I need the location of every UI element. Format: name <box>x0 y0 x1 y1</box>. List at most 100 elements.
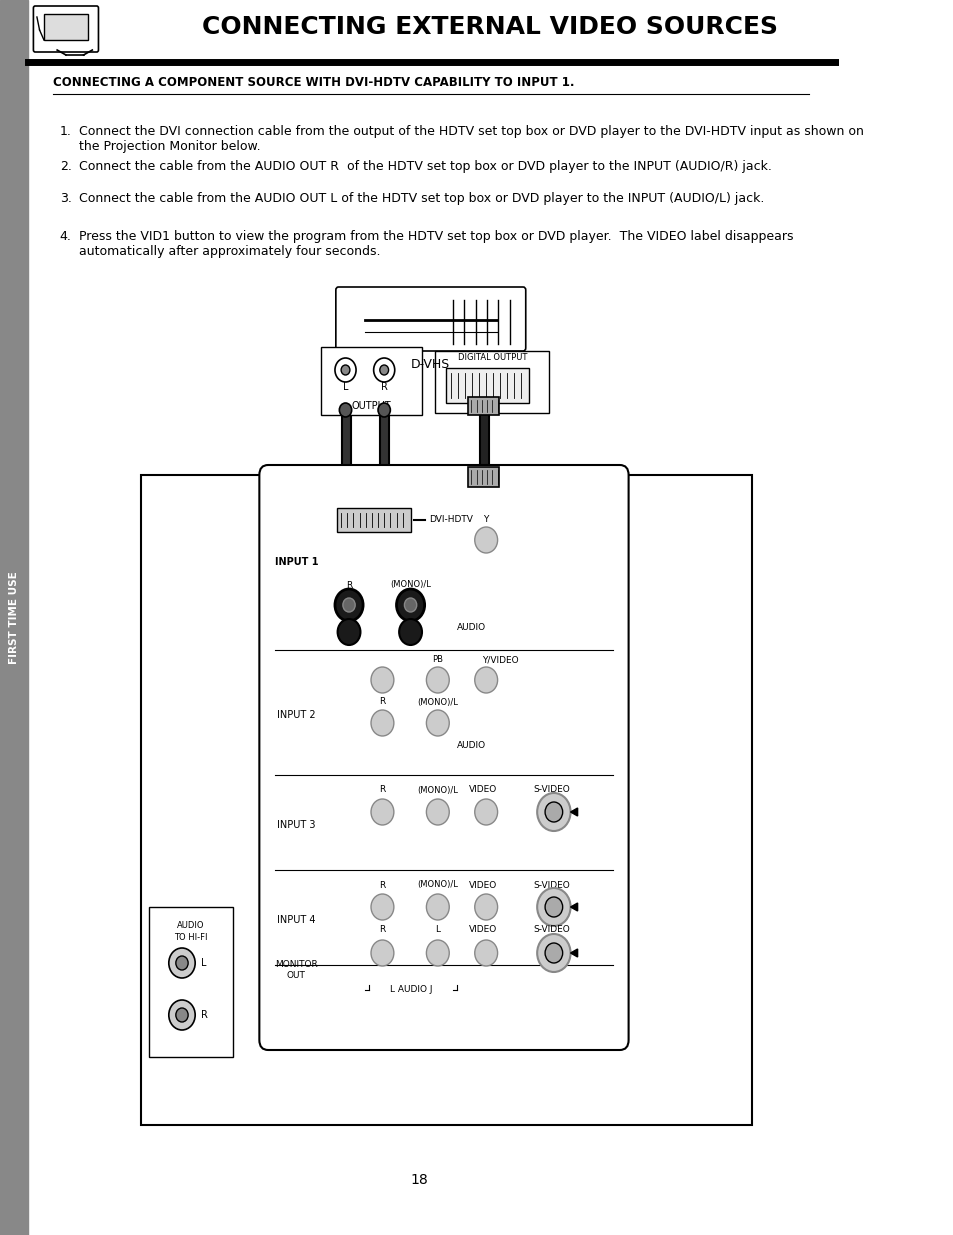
FancyBboxPatch shape <box>259 466 628 1050</box>
Text: 2.: 2. <box>60 161 71 173</box>
Text: L AUDIO J: L AUDIO J <box>390 986 433 994</box>
Bar <box>44 14 88 40</box>
Text: R: R <box>379 881 385 889</box>
Circle shape <box>426 710 449 736</box>
Circle shape <box>537 934 570 972</box>
Text: (MONO)/L: (MONO)/L <box>417 785 457 794</box>
Circle shape <box>475 940 497 966</box>
Text: TO HI-FI: TO HI-FI <box>173 932 208 941</box>
Circle shape <box>342 598 355 613</box>
Circle shape <box>544 944 562 963</box>
Text: R: R <box>379 785 385 794</box>
Circle shape <box>544 897 562 918</box>
Text: INPUT 1: INPUT 1 <box>274 557 317 567</box>
Text: INPUT 2: INPUT 2 <box>276 710 315 720</box>
Text: FIRST TIME USE: FIRST TIME USE <box>10 572 19 664</box>
Bar <box>150 906 233 1057</box>
Circle shape <box>475 799 497 825</box>
FancyBboxPatch shape <box>335 287 525 351</box>
Text: L: L <box>342 382 348 391</box>
Text: R: R <box>200 1010 207 1020</box>
Circle shape <box>374 358 395 382</box>
Text: 4.: 4. <box>60 230 71 243</box>
Text: VIDEO: VIDEO <box>469 925 497 935</box>
Circle shape <box>175 956 188 969</box>
Circle shape <box>377 403 390 417</box>
Bar <box>435 351 549 412</box>
Text: DVI-HDTV: DVI-HDTV <box>429 515 473 525</box>
Circle shape <box>175 1008 188 1023</box>
Text: AUDIO: AUDIO <box>456 741 486 750</box>
Text: R: R <box>379 698 385 706</box>
Text: AUDIO: AUDIO <box>177 920 204 930</box>
Text: (MONO)/L: (MONO)/L <box>417 698 457 706</box>
Circle shape <box>371 894 394 920</box>
Bar <box>445 368 529 403</box>
Polygon shape <box>570 808 577 816</box>
Text: INPUT 4: INPUT 4 <box>276 915 315 925</box>
Bar <box>140 475 751 1125</box>
Circle shape <box>169 1000 195 1030</box>
Circle shape <box>341 366 350 375</box>
Circle shape <box>169 948 195 978</box>
Text: Press the VID1 button to view the program from the HDTV set top box or DVD playe: Press the VID1 button to view the progra… <box>79 230 793 258</box>
Text: 1.: 1. <box>60 125 71 138</box>
Bar <box>467 467 498 487</box>
Circle shape <box>335 589 363 621</box>
Circle shape <box>537 793 570 831</box>
FancyBboxPatch shape <box>33 6 98 52</box>
Circle shape <box>426 667 449 693</box>
Bar <box>320 347 421 415</box>
Text: VIDEO: VIDEO <box>469 785 497 794</box>
Text: MONITOR
OUT: MONITOR OUT <box>274 961 317 979</box>
Circle shape <box>475 894 497 920</box>
Circle shape <box>426 799 449 825</box>
Text: (MONO)/L: (MONO)/L <box>417 881 457 889</box>
Circle shape <box>544 802 562 823</box>
Circle shape <box>426 894 449 920</box>
Text: Y/VIDEO: Y/VIDEO <box>481 656 517 664</box>
Text: D-VHS: D-VHS <box>411 358 450 370</box>
Text: S-VIDEO: S-VIDEO <box>533 925 570 935</box>
Text: DIGITAL OUTPUT: DIGITAL OUTPUT <box>457 352 526 362</box>
Text: OUTPUT: OUTPUT <box>351 401 391 411</box>
Circle shape <box>537 888 570 926</box>
Text: INPUT 3: INPUT 3 <box>276 820 315 830</box>
Circle shape <box>404 598 416 613</box>
Text: Y: Y <box>483 515 488 525</box>
Bar <box>467 396 498 415</box>
Text: R: R <box>379 925 385 935</box>
Circle shape <box>475 667 497 693</box>
Circle shape <box>371 940 394 966</box>
Text: CONNECTING A COMPONENT SOURCE WITH DVI-HDTV CAPABILITY TO INPUT 1.: CONNECTING A COMPONENT SOURCE WITH DVI-H… <box>52 75 574 89</box>
Text: Connect the cable from the AUDIO OUT L of the HDTV set top box or DVD player to : Connect the cable from the AUDIO OUT L o… <box>79 191 763 205</box>
Text: VIDEO: VIDEO <box>469 881 497 889</box>
Text: R: R <box>380 382 387 391</box>
Text: S-VIDEO: S-VIDEO <box>533 881 570 889</box>
Polygon shape <box>570 903 577 911</box>
Polygon shape <box>570 948 577 957</box>
Circle shape <box>335 358 355 382</box>
Text: PB: PB <box>432 656 443 664</box>
Circle shape <box>426 940 449 966</box>
Text: Connect the DVI connection cable from the output of the HDTV set top box or DVD : Connect the DVI connection cable from th… <box>79 125 863 153</box>
Text: 3.: 3. <box>60 191 71 205</box>
Text: CONNECTING EXTERNAL VIDEO SOURCES: CONNECTING EXTERNAL VIDEO SOURCES <box>201 15 777 40</box>
Circle shape <box>371 799 394 825</box>
Text: R: R <box>346 580 352 589</box>
Circle shape <box>371 667 394 693</box>
Circle shape <box>398 619 421 645</box>
Text: L: L <box>435 925 440 935</box>
Circle shape <box>337 619 360 645</box>
Circle shape <box>475 527 497 553</box>
Circle shape <box>339 403 352 417</box>
Text: AUDIO: AUDIO <box>456 624 486 632</box>
Bar <box>0 0 28 1235</box>
Text: 18: 18 <box>410 1173 428 1187</box>
Circle shape <box>371 710 394 736</box>
Circle shape <box>396 589 424 621</box>
Bar <box>336 508 411 532</box>
Text: (MONO)/L: (MONO)/L <box>390 580 431 589</box>
Circle shape <box>379 366 388 375</box>
Text: L: L <box>201 958 207 968</box>
